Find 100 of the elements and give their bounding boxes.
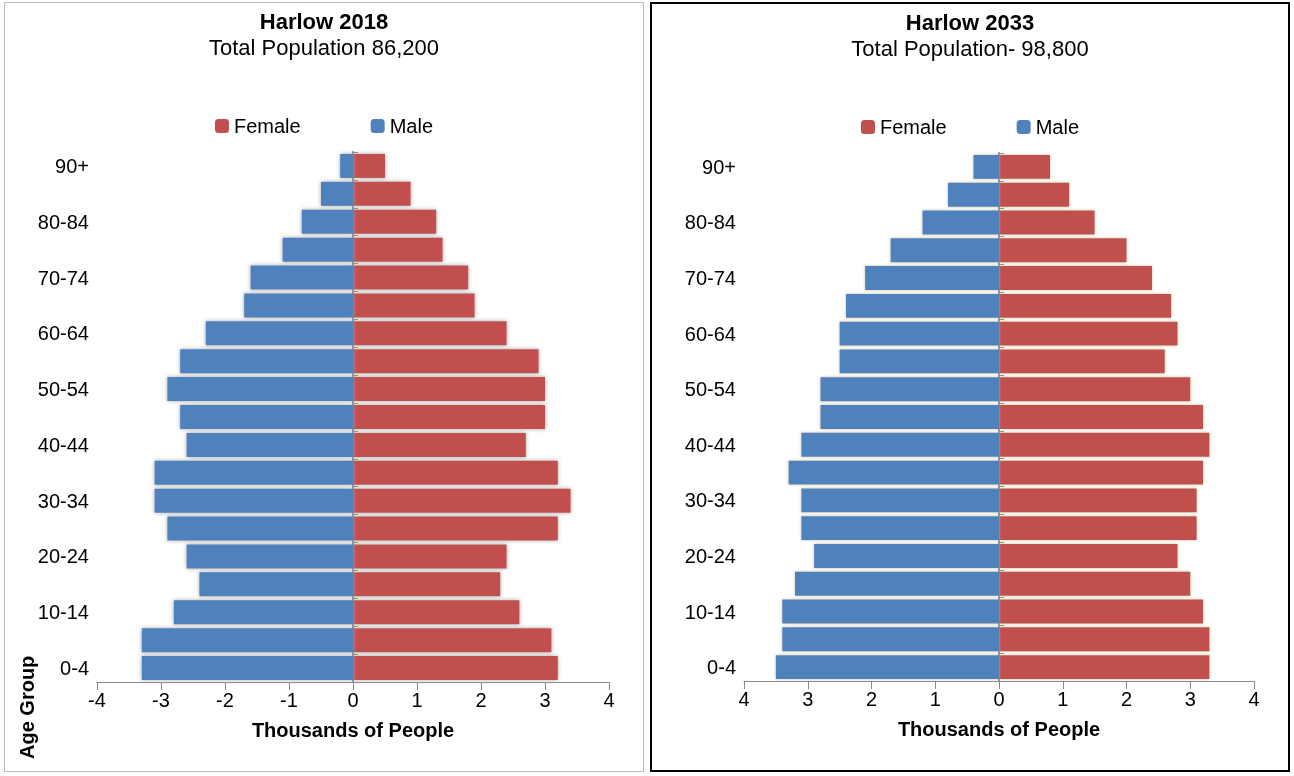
bar <box>180 405 353 429</box>
y-tick-label: 30-34 <box>37 489 89 512</box>
bar <box>180 349 353 374</box>
y-tick-label: 30-34 <box>684 489 736 512</box>
bar <box>775 655 999 680</box>
bar <box>973 154 999 179</box>
bar <box>814 544 999 568</box>
bar <box>282 237 353 262</box>
y-tick-label: 0-4 <box>707 656 736 679</box>
x-tick-label: -2 <box>216 689 234 711</box>
bar <box>321 181 353 206</box>
bar <box>340 153 353 178</box>
bar <box>353 349 539 374</box>
x-tick-label: -1 <box>280 689 298 711</box>
y-axis-title: Age Group <box>16 655 38 759</box>
bar <box>301 209 353 234</box>
bar <box>801 516 999 541</box>
y-tick-label: 90+ <box>55 154 89 177</box>
bar <box>999 182 1070 207</box>
x-tick-label: 2 <box>865 688 878 710</box>
bar <box>154 460 353 485</box>
bar <box>353 516 558 541</box>
x-tick-label: 1 <box>929 688 941 710</box>
legend-label: Female <box>233 115 301 137</box>
bar <box>199 572 353 597</box>
bar <box>154 488 353 513</box>
x-axis-title: Thousands of People <box>251 719 455 741</box>
bar <box>839 321 999 346</box>
bar <box>999 655 1210 680</box>
bar <box>999 154 1050 179</box>
bar <box>353 321 507 346</box>
bar <box>890 238 999 263</box>
bar <box>999 293 1172 318</box>
bar <box>353 600 520 625</box>
bar <box>922 210 999 235</box>
bar <box>999 266 1152 290</box>
bar <box>999 349 1165 374</box>
y-tick-label: 10-14 <box>684 600 736 623</box>
bar <box>801 432 999 457</box>
bar <box>353 293 475 318</box>
bar <box>788 460 999 485</box>
bar <box>173 600 353 625</box>
x-tick-label: 3 <box>1184 688 1196 710</box>
bar <box>353 265 469 290</box>
x-tick-label: 4 <box>1248 688 1260 710</box>
x-tick-label: 4 <box>738 688 750 710</box>
y-tick-label: 80-84 <box>684 211 736 234</box>
bar <box>353 181 411 206</box>
bar <box>999 488 1197 513</box>
bar <box>353 656 558 681</box>
bar <box>141 656 353 681</box>
bar <box>353 153 385 178</box>
bar <box>999 210 1095 235</box>
bar <box>250 265 353 290</box>
bar <box>999 627 1210 652</box>
y-tick-label: 20-24 <box>684 544 736 567</box>
y-tick-label: 0-4 <box>60 657 89 680</box>
y-tick-label: 50-54 <box>37 378 89 401</box>
x-tick-label: 1 <box>411 689 423 711</box>
bar <box>186 432 353 457</box>
y-tick-label: 50-54 <box>684 378 736 401</box>
bar <box>353 628 552 653</box>
bar <box>186 544 353 569</box>
bar <box>948 182 999 207</box>
bar <box>353 572 501 597</box>
bar <box>999 599 1203 624</box>
bar <box>999 544 1178 568</box>
y-tick-label: 60-64 <box>37 322 89 345</box>
x-tick-label: 0 <box>347 689 359 711</box>
x-axis-title: Thousands of People <box>897 718 1101 740</box>
bar <box>353 377 545 402</box>
x-tick-label: 4 <box>603 689 615 711</box>
bar <box>999 432 1210 457</box>
x-tick-label: -4 <box>88 689 106 711</box>
y-tick-label: 70-74 <box>37 266 89 289</box>
chart-title: Harlow 2033 <box>905 9 1035 35</box>
bar <box>999 405 1203 429</box>
x-tick-label: 2 <box>1120 688 1133 710</box>
chart-title: Harlow 2018 <box>259 8 389 34</box>
chart-subtitle: Total Population- 98,800 <box>851 35 1089 61</box>
bar <box>141 628 353 653</box>
y-tick-label: 40-44 <box>684 433 736 456</box>
bar <box>782 627 999 652</box>
legend-label: Male <box>1035 116 1080 138</box>
bar <box>999 571 1191 596</box>
bar <box>353 488 571 513</box>
x-tick-label: 2 <box>475 689 487 711</box>
bar <box>999 321 1178 346</box>
bar <box>782 599 999 624</box>
y-tick-label: 90+ <box>702 155 736 178</box>
bar <box>167 516 353 541</box>
bar <box>801 488 999 513</box>
bar <box>353 432 526 457</box>
x-tick-label: 1 <box>1057 688 1069 710</box>
bar <box>999 377 1191 402</box>
bar <box>999 516 1197 541</box>
bar <box>865 266 999 290</box>
legend-label: Female <box>879 116 947 138</box>
bar <box>820 405 999 429</box>
y-tick-label: 80-84 <box>37 210 89 233</box>
